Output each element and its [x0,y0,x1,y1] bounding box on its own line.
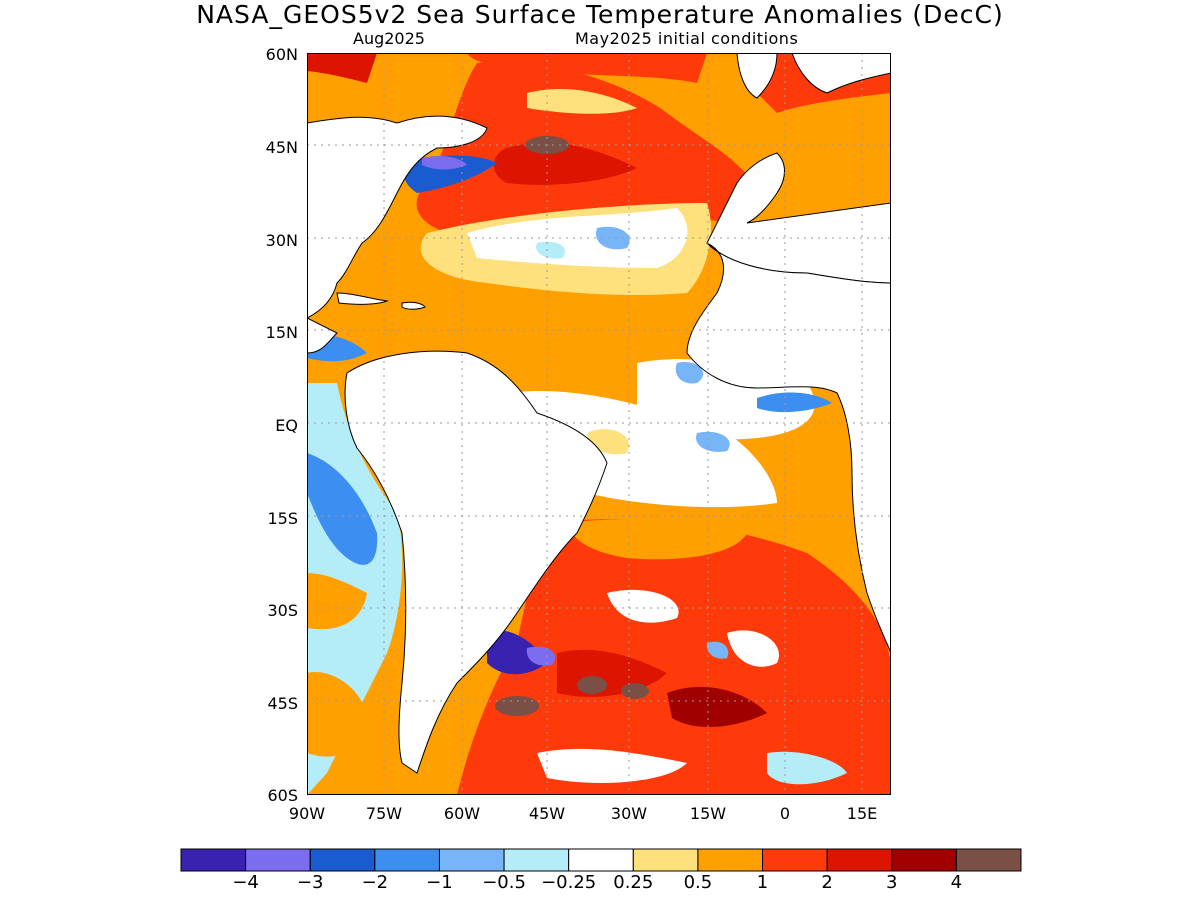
landmass-south-america [344,350,608,774]
colorbar-cell [826,848,893,872]
anomaly-region [577,676,607,694]
lat-label-30s: 30S [267,601,298,620]
colorbar-tick-label: 3 [886,872,898,893]
anomaly-region [675,362,704,384]
landmass-africa [686,242,891,654]
colorbar-tick-label: 1 [756,872,769,893]
colorbar-cell [180,848,247,872]
anomaly-region [757,392,832,413]
lat-label-15n: 15N [265,323,298,342]
colorbar-tick-label: 4 [950,872,963,893]
colorbar [180,848,1022,872]
colorbar-cell [374,848,440,872]
anomaly-region [706,641,729,659]
anomaly-region [307,672,367,757]
landmass-hispaniola [401,301,426,310]
anomaly-region [307,453,378,565]
anomaly-region [621,683,649,699]
anomaly-region [467,53,707,83]
lon-label-75w: 75W [365,804,403,823]
lat-label-eq: EQ [275,416,298,435]
anomaly-region [527,88,637,114]
landmass-central-america [307,317,338,354]
lon-label-0: 0 [779,804,791,823]
lat-label-45s: 45S [267,694,298,713]
lat-label-60n: 60N [265,45,298,64]
anomaly-region [422,155,467,170]
colorbar-cell [697,848,764,872]
anomaly-region [567,519,747,560]
anomaly-region-cold [487,630,547,675]
lon-label-15e: 15E [846,804,878,823]
map-frame [307,53,891,795]
lat-label-30n: 30N [265,231,298,250]
colorbar-tick-label: −1 [426,872,453,893]
anomaly-region-south-warm [457,519,891,795]
anomaly-region [495,696,539,716]
anomaly-region [596,226,630,250]
valid-month-label: Aug2025 [353,29,425,48]
colorbar-cell [309,848,376,872]
anomaly-region [467,208,688,268]
landmass-scandinavia [791,53,891,94]
anomaly-region [727,630,779,667]
anomaly-region [536,241,566,259]
colorbar-cell [632,848,699,872]
colorbar-tick-label: −2 [361,872,389,893]
anomaly-region [607,589,679,623]
anomaly-region [696,431,730,452]
figure-title: NASA_GEOS5v2 Sea Surface Temperature Ano… [196,0,1004,29]
colorbar-cell [438,848,505,872]
colorbar-tick-label: −3 [296,872,324,893]
lon-label-45w: 45W [528,804,566,823]
anomaly-region [493,142,637,185]
lat-label-45n: 45N [265,138,298,157]
anomaly-region [767,751,847,785]
anomaly-region [537,748,687,783]
colorbar-tick-label: −0.5 [482,872,526,893]
anomaly-region [667,686,767,728]
colorbar-tick-label: −4 [232,872,259,893]
landmass-british-isles [736,53,778,99]
sst-anomaly-map [307,53,891,795]
lon-label-30w: 30W [610,804,648,823]
colorbar-cell [568,848,634,872]
landmass-north-america [307,115,488,319]
anomaly-region [526,646,556,666]
initial-conditions-label: May2025 initial conditions [575,29,799,48]
colorbar-tick-label: 0.25 [613,872,654,893]
lon-label-90w: 90W [288,804,326,823]
anomaly-region [307,573,367,630]
colorbar-cell [503,848,570,872]
lon-label-60w: 60W [443,804,481,823]
anomaly-region [447,296,679,399]
lon-label-15w: 15W [689,804,727,823]
lat-label-60s: 60S [267,786,298,805]
colorbar-tick-label: 0.5 [683,872,713,893]
colorbar-cell [245,848,311,872]
colorbar-tick-label: 2 [821,872,833,893]
colorbar-tick-label: −0.25 [541,872,597,893]
landmass-cuba [336,292,389,305]
graticule [307,53,891,795]
colorbar-cell [762,848,828,872]
anomaly-region [307,53,377,83]
colorbar-cell [955,848,1022,872]
lat-label-15s: 15S [267,509,298,528]
colorbar-cell [891,848,957,872]
